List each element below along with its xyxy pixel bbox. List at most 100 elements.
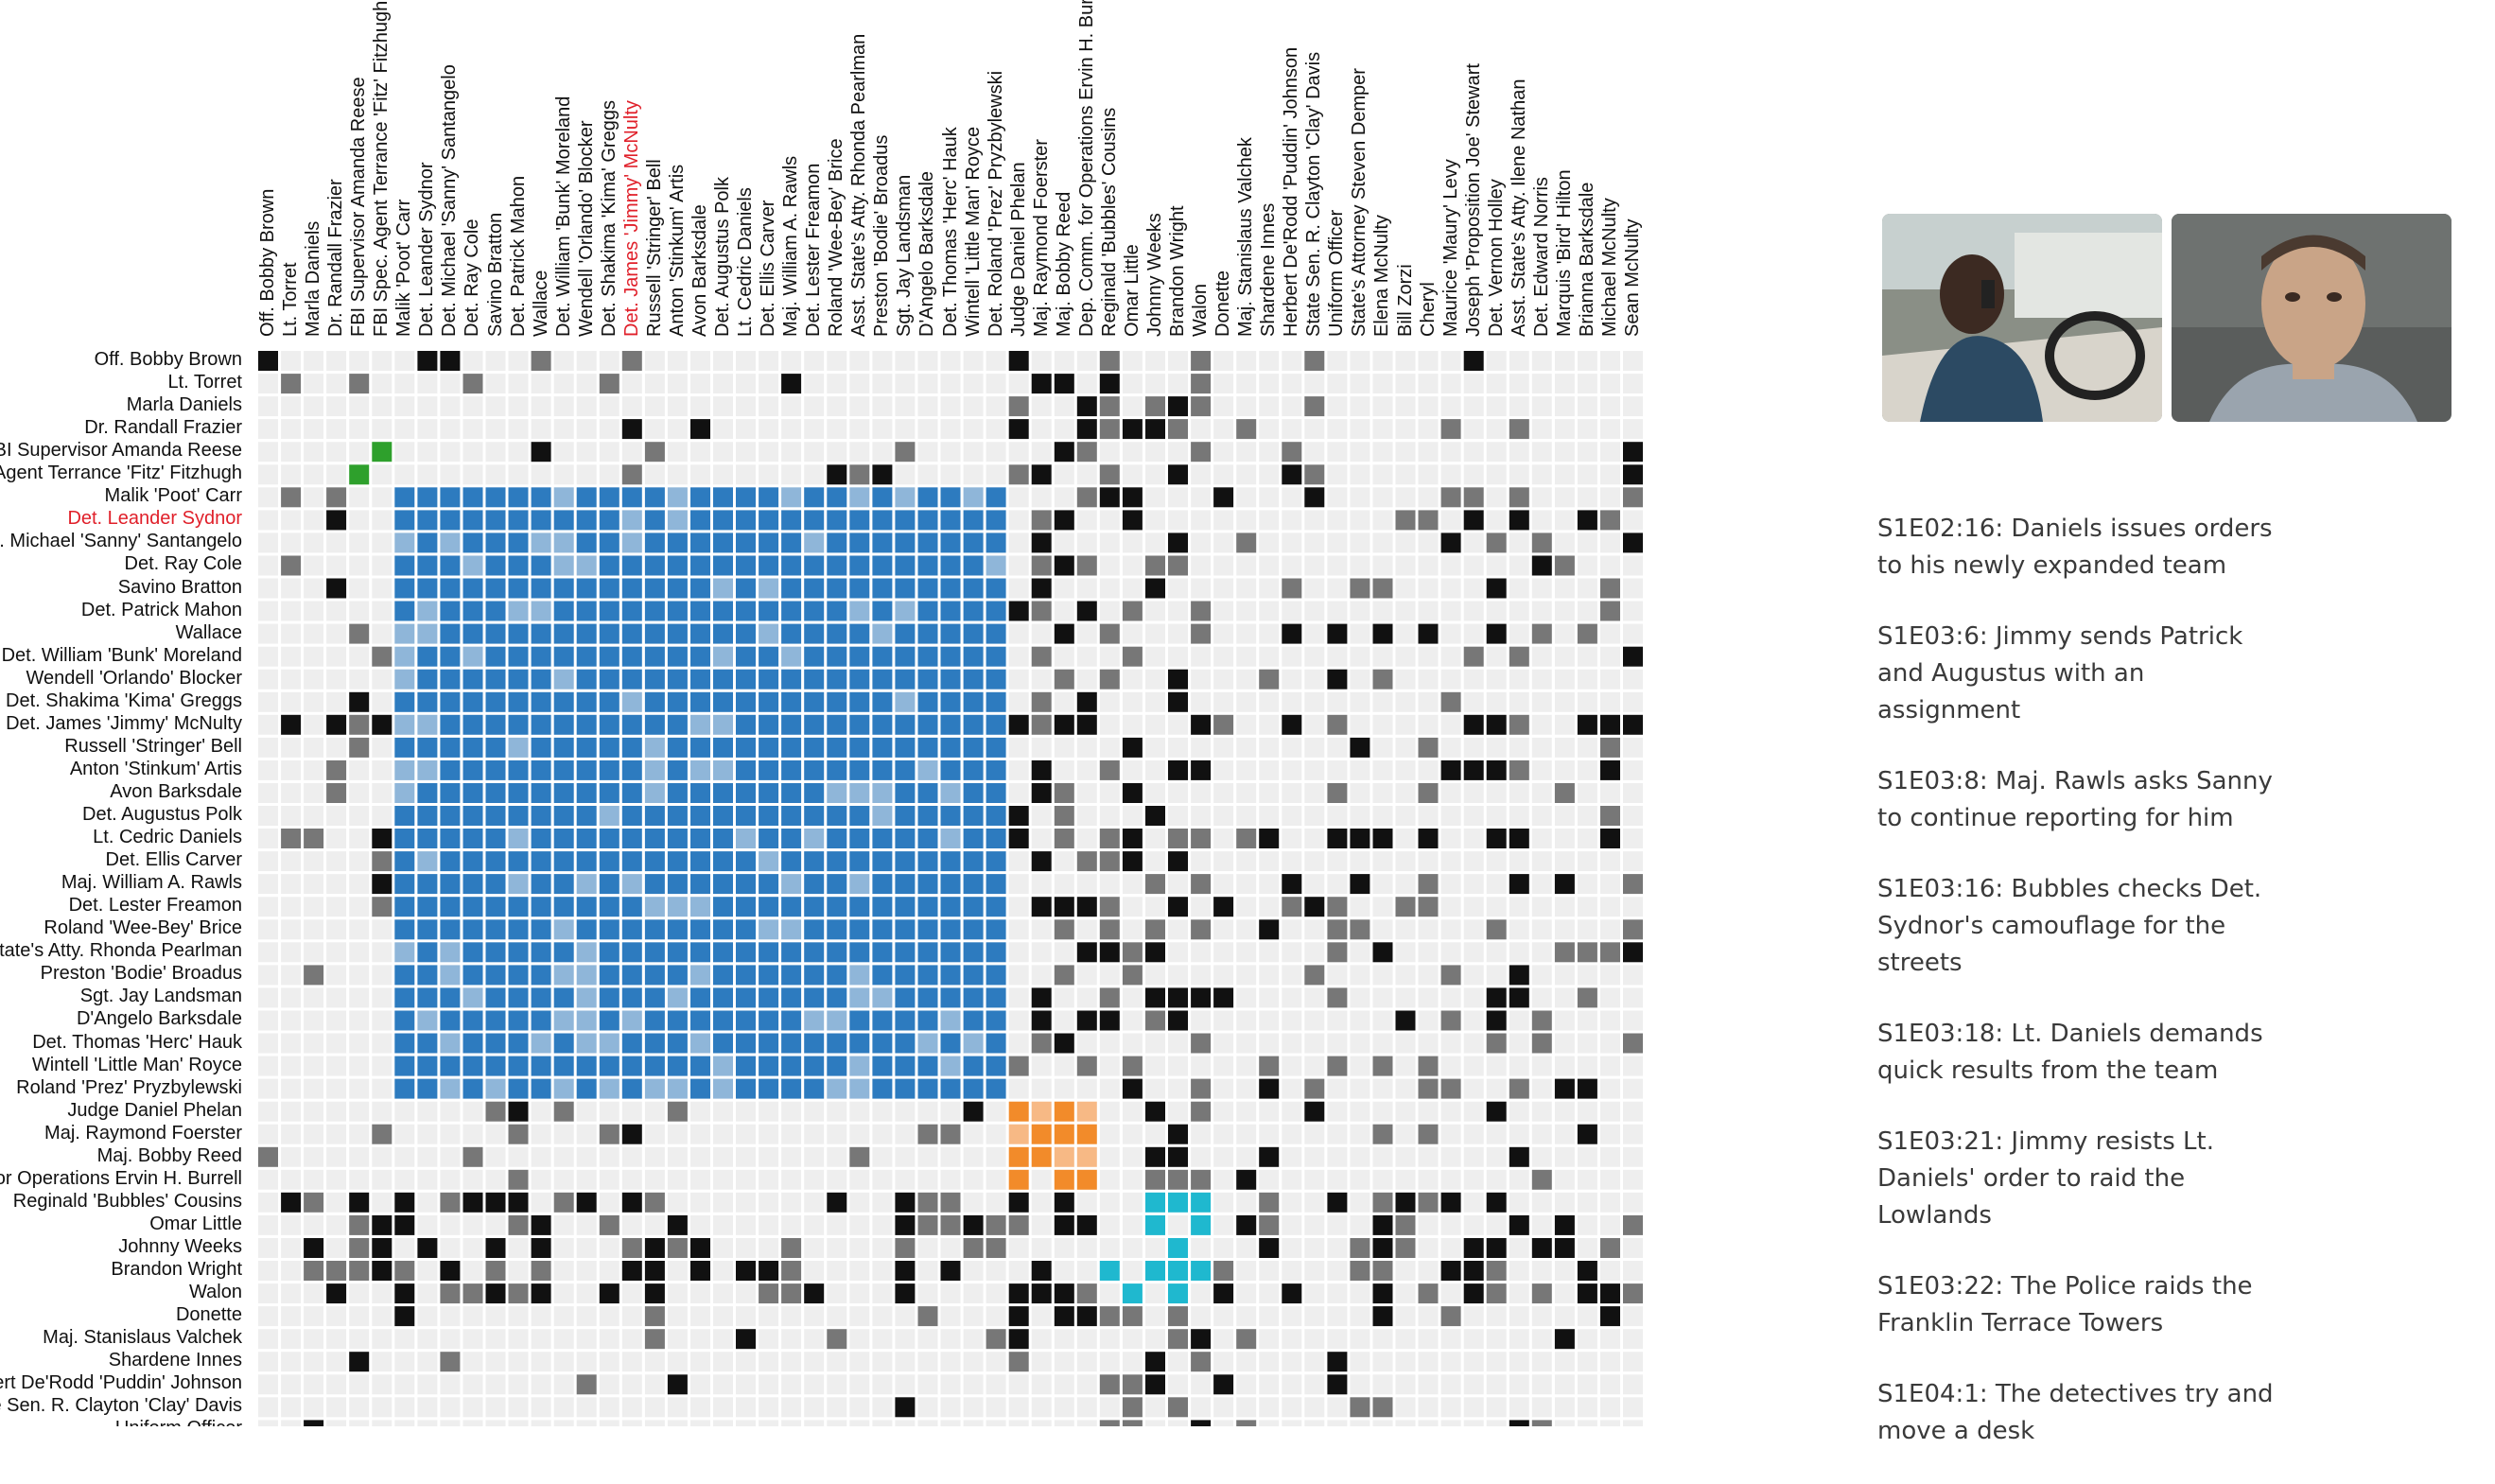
matrix-cell[interactable] <box>326 965 347 986</box>
matrix-cell[interactable] <box>394 759 415 780</box>
matrix-cell[interactable] <box>1054 1010 1074 1031</box>
matrix-cell[interactable] <box>895 1124 916 1144</box>
matrix-cell[interactable] <box>1623 714 1643 735</box>
matrix-cell[interactable] <box>1440 1169 1461 1190</box>
matrix-cell[interactable] <box>304 942 324 963</box>
matrix-cell[interactable] <box>599 532 619 553</box>
matrix-cell[interactable] <box>349 783 370 803</box>
matrix-cell[interactable] <box>917 442 938 463</box>
matrix-cell[interactable] <box>849 987 870 1008</box>
matrix-cell[interactable] <box>849 419 870 440</box>
matrix-cell[interactable] <box>781 1010 802 1031</box>
matrix-cell[interactable] <box>1168 1101 1188 1122</box>
matrix-cell[interactable] <box>1099 646 1120 667</box>
matrix-cell[interactable] <box>621 1420 642 1426</box>
matrix-cell[interactable] <box>1054 464 1074 485</box>
matrix-cell[interactable] <box>1418 1283 1439 1304</box>
column-label[interactable]: Savino Bratton <box>484 212 506 337</box>
matrix-cell[interactable] <box>690 919 710 940</box>
matrix-cell[interactable] <box>485 578 506 599</box>
matrix-cell[interactable] <box>508 1352 529 1372</box>
matrix-cell[interactable] <box>508 374 529 394</box>
matrix-cell[interactable] <box>849 1056 870 1076</box>
matrix-cell[interactable] <box>1145 691 1165 712</box>
matrix-cell[interactable] <box>644 601 665 621</box>
matrix-cell[interactable] <box>349 1192 370 1213</box>
matrix-cell[interactable] <box>1509 1010 1529 1031</box>
matrix-cell[interactable] <box>258 897 278 917</box>
matrix-cell[interactable] <box>258 442 278 463</box>
matrix-cell[interactable] <box>804 1146 825 1167</box>
matrix-cell[interactable] <box>349 987 370 1008</box>
matrix-cell[interactable] <box>1099 1261 1120 1281</box>
matrix-cell[interactable] <box>440 1283 461 1304</box>
matrix-cell[interactable] <box>1531 691 1552 712</box>
matrix-cell[interactable] <box>667 1238 688 1258</box>
matrix-cell[interactable] <box>1418 806 1439 826</box>
matrix-cell[interactable] <box>1168 1283 1188 1304</box>
matrix-cell[interactable] <box>304 919 324 940</box>
matrix-cell[interactable] <box>553 1374 574 1395</box>
matrix-cell[interactable] <box>895 1214 916 1235</box>
matrix-cell[interactable] <box>576 783 597 803</box>
matrix-cell[interactable] <box>1577 1352 1597 1372</box>
matrix-cell[interactable] <box>1031 1352 1052 1372</box>
matrix-cell[interactable] <box>1076 1329 1097 1350</box>
matrix-cell[interactable] <box>440 419 461 440</box>
matrix-cell[interactable] <box>281 1283 302 1304</box>
matrix-cell[interactable] <box>372 965 393 986</box>
matrix-cell[interactable] <box>1623 623 1643 644</box>
matrix-cell[interactable] <box>1054 1214 1074 1235</box>
matrix-cell[interactable] <box>895 919 916 940</box>
matrix-cell[interactable] <box>690 965 710 986</box>
matrix-cell[interactable] <box>1395 1374 1416 1395</box>
matrix-cell[interactable] <box>713 374 733 394</box>
matrix-cell[interactable] <box>1031 1078 1052 1099</box>
matrix-cell[interactable] <box>940 942 961 963</box>
matrix-cell[interactable] <box>372 374 393 394</box>
matrix-cell[interactable] <box>440 646 461 667</box>
row-label[interactable]: Det. Ellis Carver <box>105 849 242 871</box>
matrix-cell[interactable] <box>349 442 370 463</box>
matrix-cell[interactable] <box>1554 1420 1575 1426</box>
matrix-cell[interactable] <box>1554 1101 1575 1122</box>
matrix-cell[interactable] <box>553 669 574 690</box>
matrix-cell[interactable] <box>1076 759 1097 780</box>
matrix-cell[interactable] <box>1213 783 1234 803</box>
matrix-cell[interactable] <box>1076 396 1097 417</box>
matrix-cell[interactable] <box>1463 419 1484 440</box>
matrix-cell[interactable] <box>508 1261 529 1281</box>
matrix-cell[interactable] <box>1259 351 1280 371</box>
matrix-cell[interactable] <box>736 1101 756 1122</box>
matrix-cell[interactable] <box>1600 1192 1620 1213</box>
scene-item[interactable]: S1E03:8: Maj. Rawls asks Sanny to contin… <box>1877 767 2273 832</box>
matrix-cell[interactable] <box>417 374 438 394</box>
matrix-cell[interactable] <box>1486 1306 1507 1327</box>
matrix-cell[interactable] <box>1076 1101 1097 1122</box>
matrix-cell[interactable] <box>462 396 483 417</box>
matrix-cell[interactable] <box>667 919 688 940</box>
matrix-cell[interactable] <box>531 737 551 758</box>
matrix-cell[interactable] <box>258 419 278 440</box>
matrix-cell[interactable] <box>1076 897 1097 917</box>
matrix-cell[interactable] <box>576 351 597 371</box>
matrix-cell[interactable] <box>1600 1101 1620 1122</box>
matrix-cell[interactable] <box>258 987 278 1008</box>
matrix-cell[interactable] <box>349 737 370 758</box>
matrix-cell[interactable] <box>417 1124 438 1144</box>
matrix-cell[interactable] <box>326 1306 347 1327</box>
matrix-cell[interactable] <box>895 623 916 644</box>
matrix-cell[interactable] <box>531 487 551 508</box>
matrix-cell[interactable] <box>827 919 847 940</box>
matrix-cell[interactable] <box>576 737 597 758</box>
matrix-cell[interactable] <box>553 691 574 712</box>
matrix-cell[interactable] <box>394 532 415 553</box>
matrix-cell[interactable] <box>917 1283 938 1304</box>
matrix-cell[interactable] <box>667 1374 688 1395</box>
matrix-cell[interactable] <box>394 806 415 826</box>
matrix-cell[interactable] <box>1008 1101 1029 1122</box>
matrix-cell[interactable] <box>1008 374 1029 394</box>
matrix-cell[interactable] <box>621 669 642 690</box>
matrix-cell[interactable] <box>349 1261 370 1281</box>
matrix-cell[interactable] <box>1145 442 1165 463</box>
